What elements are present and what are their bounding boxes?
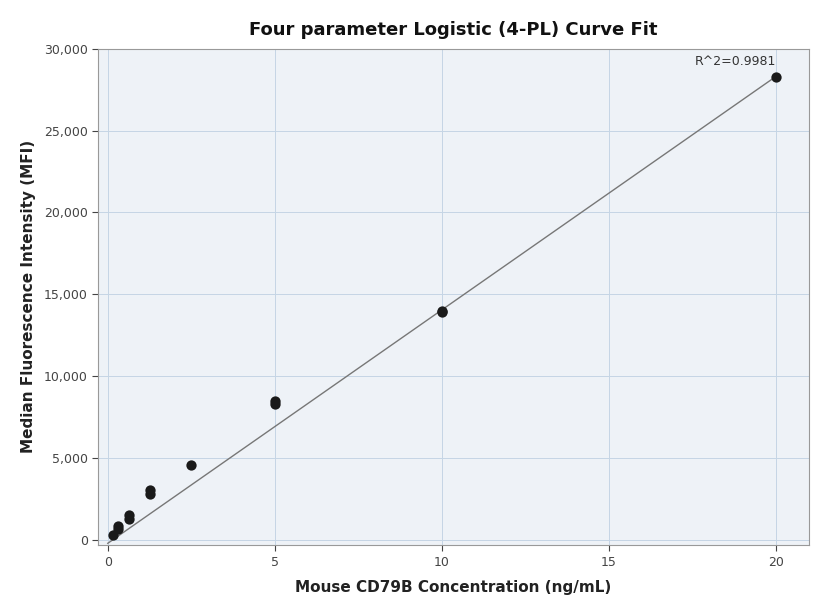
Point [143,489,156,499]
Point [268,396,281,406]
Point [268,399,281,409]
Point [111,524,124,533]
Title: Four parameter Logistic (4-PL) Curve Fit: Four parameter Logistic (4-PL) Curve Fit [249,21,657,39]
Point [435,306,448,315]
Point [435,307,448,317]
Point [122,509,135,519]
Text: R^2=0.9981: R^2=0.9981 [695,55,776,68]
Point [111,521,124,531]
Point [122,514,135,524]
Point [106,530,120,540]
Point [143,485,156,495]
Y-axis label: Median Fluorescence Intensity (MFI): Median Fluorescence Intensity (MFI) [21,140,36,453]
Point [184,460,198,469]
X-axis label: Mouse CD79B Concentration (ng/mL): Mouse CD79B Concentration (ng/mL) [295,580,612,595]
Point [769,71,783,81]
